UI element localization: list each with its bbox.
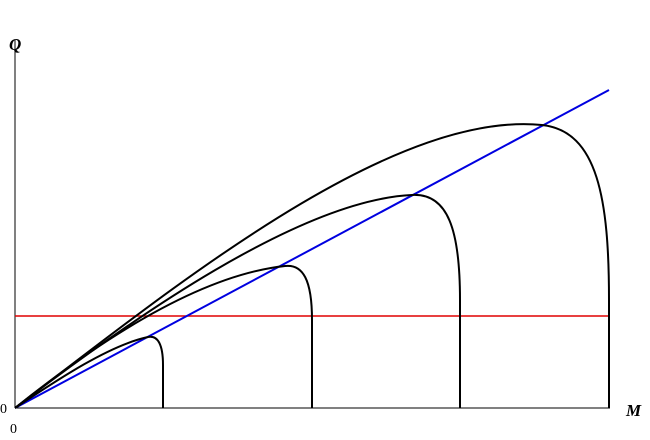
blue-line — [14, 89, 610, 409]
curve — [14, 335, 164, 409]
origin-label: 0 — [10, 422, 17, 437]
curve — [14, 193, 461, 409]
curve — [14, 123, 610, 409]
x-axis-label: M — [625, 401, 642, 420]
curves — [14, 123, 610, 409]
y-axis-label: Q — [9, 35, 21, 54]
origin-label: 0 — [0, 402, 7, 417]
